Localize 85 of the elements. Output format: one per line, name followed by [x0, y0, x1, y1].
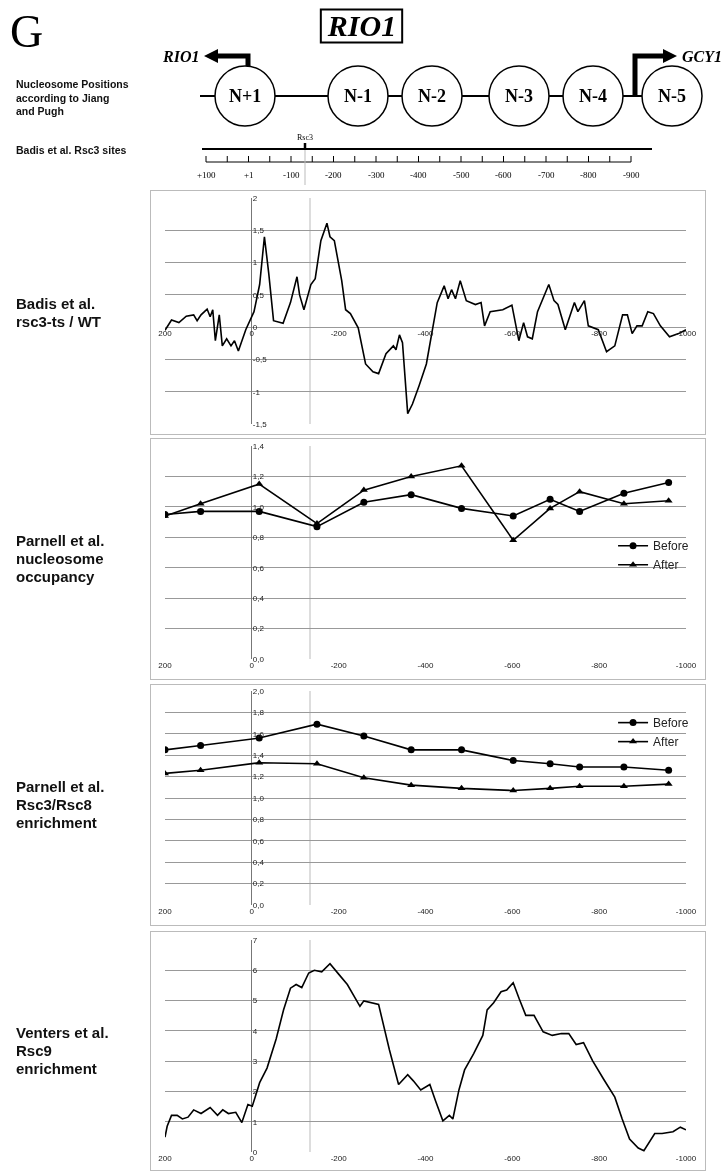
y-tick-label: 2: [252, 193, 258, 203]
text: Nucleosome Positions according to Jiang and Pugh: [16, 78, 129, 118]
text: N+1: [229, 86, 262, 106]
y-tick-label: -0,5: [252, 355, 268, 365]
text: N-1: [344, 86, 372, 106]
legend-label: Before: [653, 716, 689, 731]
y-tick-label: 1: [252, 258, 258, 268]
text: -500: [453, 170, 470, 180]
text: Parnell et al. Rsc3/Rsc8 enrichment: [16, 778, 106, 832]
x-tick-label: -1000: [675, 1154, 697, 1163]
y-tick-label: 0: [252, 322, 258, 332]
x-tick-label: -200: [330, 661, 348, 670]
x-tick-label: -1000: [675, 329, 697, 339]
text: -100: [283, 170, 300, 180]
y-tick-label: -1: [252, 387, 261, 397]
y-tick-label: 1,2: [252, 472, 265, 482]
text: -900: [623, 170, 640, 180]
y-tick-label: 0,6: [252, 563, 265, 573]
text: -700: [538, 170, 555, 180]
text: -800: [580, 170, 597, 180]
text: -200: [325, 170, 342, 180]
y-tick-label: 4: [252, 1026, 258, 1036]
y-tick-label: 0,4: [252, 593, 265, 603]
x-tick-label: 200: [158, 1154, 173, 1163]
text: -600: [495, 170, 512, 180]
text: +1: [244, 170, 254, 180]
x-tick-label: -600: [504, 907, 521, 916]
x-tick-label: 200: [158, 907, 173, 916]
y-tick-label: 1,0: [252, 793, 265, 803]
y-tick-label: 2,0: [252, 686, 265, 696]
x-tick-label: -1000: [675, 907, 697, 916]
legend-label: After: [653, 735, 679, 750]
text: N-3: [505, 86, 533, 106]
y-tick-label: 0,0: [252, 654, 265, 664]
y-tick-label: 0,8: [252, 815, 265, 825]
text: N-4: [579, 86, 607, 106]
y-tick-label: 2: [252, 1087, 258, 1097]
y-tick-label: 7: [252, 935, 258, 945]
x-tick-label: -600: [504, 1154, 521, 1163]
x-tick-label: -800: [591, 907, 608, 916]
x-tick-label: -200: [330, 1154, 348, 1163]
y-tick-label: 3: [252, 1056, 258, 1066]
text: G: [10, 6, 44, 57]
x-tick-label: -400: [417, 907, 435, 916]
x-tick-label: -400: [417, 661, 435, 670]
text: Venters et al. Rsc9 enrichment: [16, 1024, 110, 1078]
y-tick-label: 1,5: [252, 226, 265, 236]
text: Badis et al. Rsc3 sites: [16, 144, 127, 156]
x-tick-label: -400: [417, 1154, 435, 1163]
text: N-2: [418, 86, 446, 106]
text: Parnell et al. nucleosome occupancy: [16, 532, 106, 586]
y-tick-label: -1,5: [252, 419, 268, 429]
y-tick-label: 5: [252, 996, 258, 1006]
text: RIO1: [162, 48, 200, 65]
x-tick-label: -800: [591, 1154, 608, 1163]
text: N-5: [658, 86, 686, 106]
y-tick-label: 0,2: [252, 624, 265, 634]
x-tick-label: 200: [158, 329, 173, 339]
x-tick-label: -1000: [675, 661, 697, 670]
legend-label: After: [653, 558, 679, 573]
y-tick-label: 1,2: [252, 772, 265, 782]
y-tick-label: 1,0: [252, 502, 265, 512]
y-tick-label: 0,2: [252, 879, 265, 889]
x-tick-label: -600: [504, 661, 521, 670]
text: +100: [197, 170, 217, 180]
y-tick-label: 1,8: [252, 708, 265, 718]
y-tick-label: 1: [252, 1117, 258, 1127]
x-tick-label: -800: [591, 661, 608, 670]
y-tick-label: 1,4: [252, 751, 265, 760]
y-tick-label: 0,6: [252, 836, 265, 846]
x-tick-label: 200: [158, 661, 173, 670]
text: Rsc3: [297, 133, 313, 142]
x-tick-label: -200: [330, 907, 348, 916]
y-tick-label: 0,0: [252, 900, 265, 910]
y-tick-label: 1,4: [252, 441, 265, 451]
text: -400: [410, 170, 427, 180]
y-tick-label: 6: [252, 966, 258, 976]
text: RIO1: [326, 8, 397, 42]
legend-label: Before: [653, 539, 689, 554]
x-tick-label: -200: [330, 329, 348, 339]
text: GCY1: [682, 48, 722, 65]
text: -300: [368, 170, 385, 180]
text: Badis et al. rsc3-ts / WT: [16, 294, 103, 331]
y-tick-label: 0,4: [252, 858, 265, 867]
y-tick-label: 0,8: [252, 533, 265, 543]
